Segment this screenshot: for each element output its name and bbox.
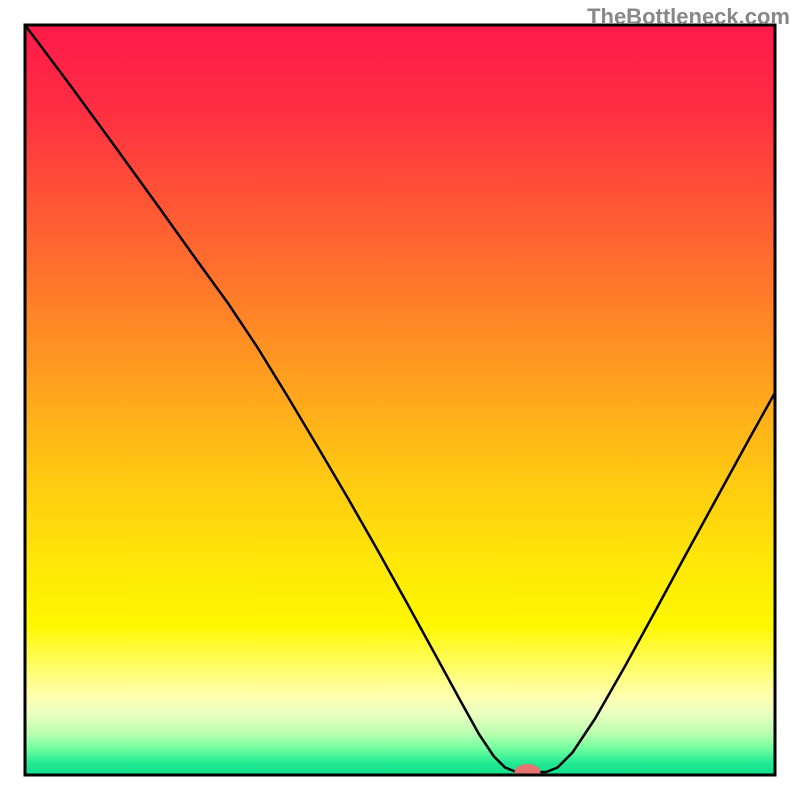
bottleneck-chart [0, 0, 800, 800]
gradient-background [25, 25, 775, 775]
watermark-text: TheBottleneck.com [587, 4, 790, 30]
chart-container: TheBottleneck.com [0, 0, 800, 800]
